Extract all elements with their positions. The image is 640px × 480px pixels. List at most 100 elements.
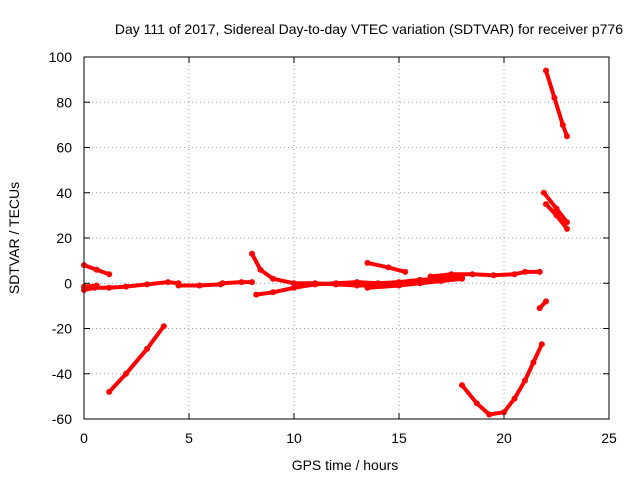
data-point [522, 377, 528, 384]
series-arc-f [106, 323, 167, 395]
series-arc-m [536, 298, 549, 312]
data-point [354, 279, 360, 286]
series-arc-k [427, 268, 543, 280]
x-tick-label: 15 [391, 430, 407, 446]
series-arc-o [540, 189, 570, 226]
data-point [536, 268, 543, 275]
grid [84, 57, 609, 419]
data-point [536, 305, 543, 312]
y-tick-label: -40 [52, 366, 72, 382]
data-point [417, 280, 423, 287]
data-point [375, 280, 381, 287]
y-tick-label: 40 [56, 185, 72, 201]
data-point [253, 291, 260, 298]
data-point [490, 272, 497, 279]
data-point [144, 345, 150, 352]
data-point [165, 279, 171, 286]
series-arc-i [364, 259, 409, 275]
data-point [511, 395, 518, 402]
data-point [473, 400, 480, 407]
data-point [312, 281, 318, 288]
y-tick-label: 100 [49, 49, 73, 65]
data-point [196, 282, 203, 289]
data-point [385, 264, 392, 271]
data-point [291, 284, 297, 291]
data-point [540, 189, 547, 196]
data-point [564, 219, 570, 226]
data-point [106, 388, 113, 395]
series-arc-j [364, 275, 465, 291]
y-tick-label: 60 [56, 140, 72, 156]
data-point [333, 280, 339, 287]
data-point [364, 284, 371, 291]
data-point [564, 225, 570, 232]
data-point [559, 121, 566, 128]
x-tick-label: 10 [286, 430, 302, 446]
data-point [249, 279, 255, 286]
data-layer [81, 67, 570, 418]
series-arc-d [175, 281, 224, 289]
data-point [511, 271, 518, 278]
x-tick-label: 0 [80, 430, 88, 446]
data-point [396, 282, 402, 289]
data-point [543, 201, 549, 208]
data-point [501, 409, 507, 416]
axis-ticks [83, 56, 610, 420]
x-axis-label: GPS time / hours [292, 457, 399, 473]
data-point [486, 411, 493, 418]
data-point [160, 323, 167, 330]
data-point [238, 279, 245, 286]
data-point [530, 359, 537, 366]
data-point [291, 280, 297, 287]
x-tick-label: 25 [601, 430, 617, 446]
data-point [93, 266, 100, 273]
data-point [402, 268, 409, 275]
series-arc-l [459, 341, 545, 418]
data-point [543, 67, 549, 74]
data-point [270, 275, 276, 282]
y-tick-label: 20 [56, 230, 72, 246]
x-tick-label: 5 [185, 430, 193, 446]
series-arc-a [81, 262, 113, 278]
data-point [270, 289, 276, 296]
data-point [522, 268, 528, 275]
series-arc-e [219, 279, 255, 287]
data-point [364, 259, 371, 266]
series-arc-p [543, 201, 570, 232]
series-line [220, 280, 254, 286]
data-point [551, 94, 558, 101]
data-point [257, 266, 264, 273]
data-point [93, 282, 100, 289]
y-tick-label: 80 [56, 94, 72, 110]
tick-labels: 0 5 10 15 20 25 -60 -40 -20 0 20 40 60 80 100 [49, 49, 617, 446]
y-tick-label: -20 [52, 321, 72, 337]
x-tick-label: 20 [496, 430, 512, 446]
series-line [544, 68, 569, 139]
data-point [106, 271, 113, 278]
data-point [106, 284, 113, 291]
series-line [107, 324, 166, 394]
data-point [448, 271, 455, 278]
data-point [564, 133, 570, 140]
data-point [144, 281, 150, 288]
y-tick-label: 0 [64, 275, 72, 291]
y-axis-label: SDTVAR / TECUs [6, 182, 22, 294]
data-point [553, 205, 560, 212]
data-point [123, 283, 129, 290]
chart-title: Day 111 of 2017, Sidereal Day-to-day VTE… [115, 21, 623, 37]
data-point [175, 282, 182, 289]
data-point [123, 370, 129, 377]
y-tick-label: -60 [52, 411, 72, 427]
data-point [469, 271, 476, 278]
data-point [219, 280, 226, 287]
data-point [427, 273, 434, 280]
data-point [459, 275, 465, 282]
data-point [459, 382, 465, 389]
data-point [438, 278, 444, 284]
series-arc-c [81, 282, 100, 290]
data-point [538, 341, 545, 348]
series-arc-n [543, 67, 570, 140]
data-point [553, 212, 560, 219]
data-point [543, 298, 549, 305]
